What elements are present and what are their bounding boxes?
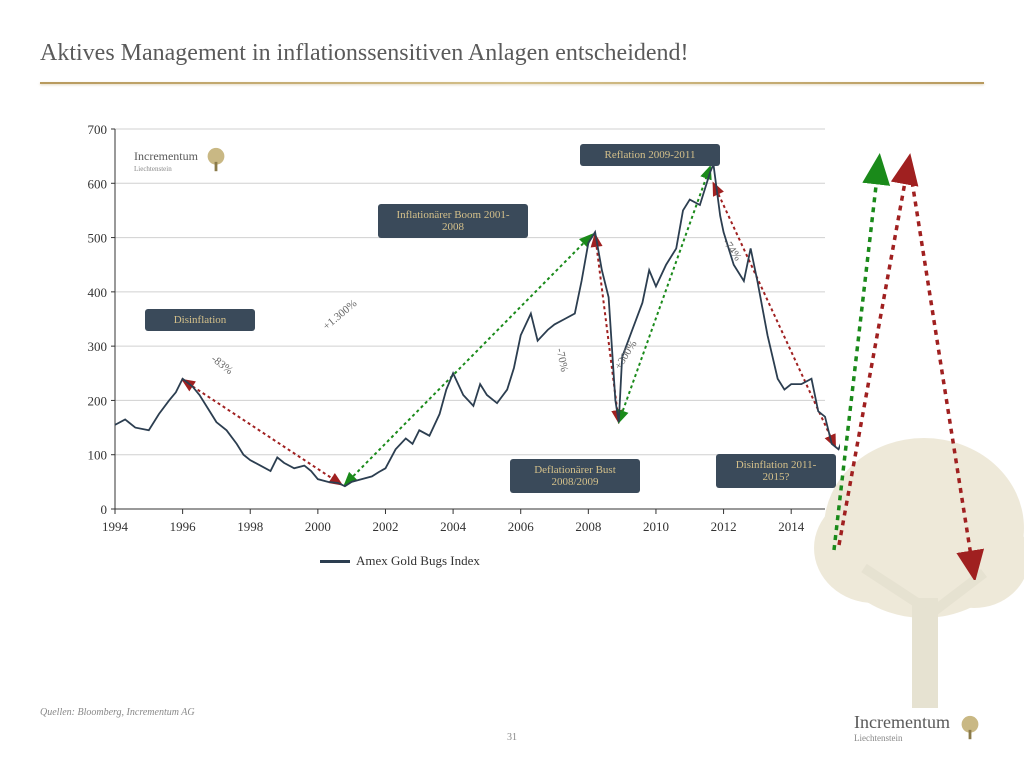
legend-line-swatch <box>320 560 350 563</box>
footer-brand: Incrementum <box>854 712 950 732</box>
svg-text:1994: 1994 <box>102 519 129 534</box>
annotation-disinflation2: Disinflation 2011- 2015? <box>716 454 836 488</box>
chart-container: 0 100 200 300 400 500 600 700 1994 1996 1998 2000 20… <box>60 114 840 564</box>
chart-logo-brand: Incrementum <box>134 149 198 163</box>
slide: Aktives Management in inflationssensitiv… <box>0 0 1024 768</box>
line-chart: 0 100 200 300 400 500 600 700 1994 1996 1998 2000 20… <box>60 114 840 564</box>
annotation-disinflation1: Disinflation <box>145 309 255 331</box>
svg-text:2002: 2002 <box>372 519 398 534</box>
svg-text:2014: 2014 <box>778 519 805 534</box>
source-label: Quellen: Bloomberg, Incrementum AG <box>40 707 195 718</box>
svg-text:1998: 1998 <box>237 519 263 534</box>
svg-text:2000: 2000 <box>305 519 331 534</box>
svg-text:0: 0 <box>101 502 108 517</box>
annotation-reflation: Reflation 2009-2011 <box>580 144 720 166</box>
footer-brand-sub: Liechtenstein <box>854 733 950 743</box>
footer-logo: Incrementum Liechtenstein <box>854 712 984 743</box>
slide-title: Aktives Management in inflationssensitiv… <box>40 40 984 67</box>
svg-text:1996: 1996 <box>170 519 197 534</box>
svg-text:2006: 2006 <box>508 519 535 534</box>
projection-arrows <box>824 150 984 580</box>
chart-logo-sub: Liechtenstein <box>134 165 198 173</box>
annotation-boom: Inflationärer Boom 2001-2008 <box>378 204 528 238</box>
tree-icon <box>202 146 230 174</box>
svg-text:2010: 2010 <box>643 519 669 534</box>
svg-text:300: 300 <box>88 339 108 354</box>
legend-label: Amex Gold Bugs Index <box>356 553 480 569</box>
svg-text:500: 500 <box>88 231 108 246</box>
chart-watermark-logo: Incrementum Liechtenstein <box>130 144 234 176</box>
divider <box>40 82 984 84</box>
svg-text:400: 400 <box>88 285 108 300</box>
svg-text:2012: 2012 <box>711 519 737 534</box>
svg-text:200: 200 <box>88 393 108 408</box>
tree-icon <box>956 714 984 742</box>
svg-text:600: 600 <box>88 176 108 191</box>
annotation-bust: Deflationärer Bust 2008/2009 <box>510 459 640 493</box>
svg-text:100: 100 <box>88 448 108 463</box>
svg-text:2004: 2004 <box>440 519 467 534</box>
svg-text:700: 700 <box>88 122 108 137</box>
page-number: 31 <box>507 732 517 743</box>
svg-text:2008: 2008 <box>575 519 601 534</box>
legend: Amex Gold Bugs Index <box>320 553 480 569</box>
